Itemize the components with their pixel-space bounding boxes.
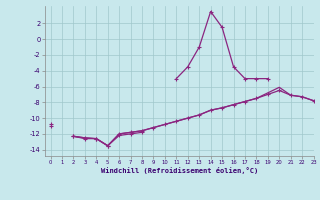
X-axis label: Windchill (Refroidissement éolien,°C): Windchill (Refroidissement éolien,°C) <box>100 167 258 174</box>
